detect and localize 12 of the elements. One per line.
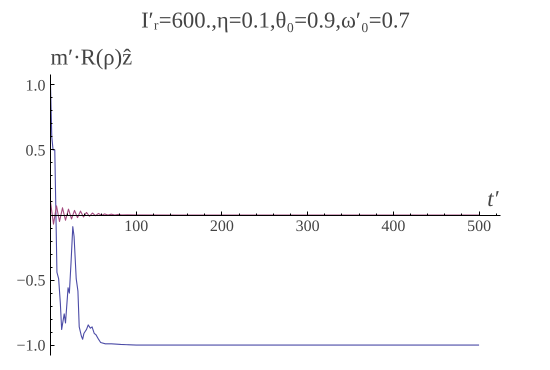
chart-title: I′ᵣ=600.,η=0.1,θ₀=0.9,ω′₀=0.7: [141, 8, 410, 32]
x-axis-title: t′: [487, 186, 500, 211]
y-tick-label: 0.5: [26, 142, 46, 160]
x-tick-label: 400: [381, 218, 406, 235]
y-axis-title: m′·R(ρ)ẑ: [50, 44, 132, 70]
y-tick-label: 1.0: [26, 77, 46, 94]
y-tick-label: −0.5: [16, 272, 46, 290]
x-tick-label: 200: [210, 218, 234, 235]
y-tick-label: −1.0: [16, 338, 46, 355]
x-tick-label: 500: [467, 218, 492, 235]
x-tick-label: 100: [124, 218, 148, 235]
x-tick-label: 300: [296, 218, 320, 235]
